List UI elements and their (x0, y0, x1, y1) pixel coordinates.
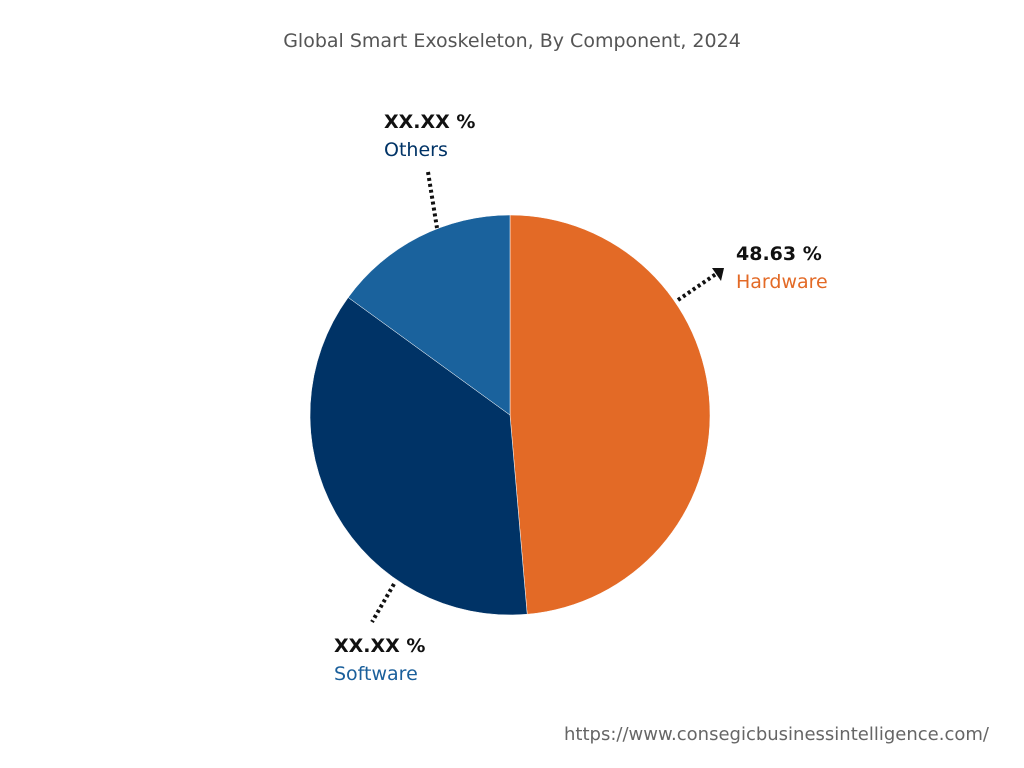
hardware-arrow-head (712, 268, 724, 281)
others-category-label: Others (384, 139, 448, 161)
pie-slice-others (347, 214, 511, 416)
chart-title: Global Smart Exoskeleton, By Component, … (283, 30, 741, 52)
hardware-leader-line (676, 272, 718, 302)
others-label: XX.XX % Others (384, 108, 475, 164)
hardware-value-label: 48.63 % (736, 243, 822, 265)
software-value-label: XX.XX % (334, 635, 426, 657)
others-value-label: XX.XX % (384, 111, 476, 133)
pie-slice-software (309, 297, 528, 616)
software-leader-line (370, 582, 396, 624)
hardware-label: 48.63 % Hardware (736, 240, 828, 296)
hardware-category-label: Hardware (736, 271, 828, 293)
source-url: https://www.consegicbusinessintelligence… (564, 724, 989, 745)
pie-slice-hardware (509, 214, 711, 615)
others-leader-line (426, 171, 439, 229)
software-category-label: Software (334, 663, 418, 685)
software-label: XX.XX % Software (334, 632, 425, 688)
